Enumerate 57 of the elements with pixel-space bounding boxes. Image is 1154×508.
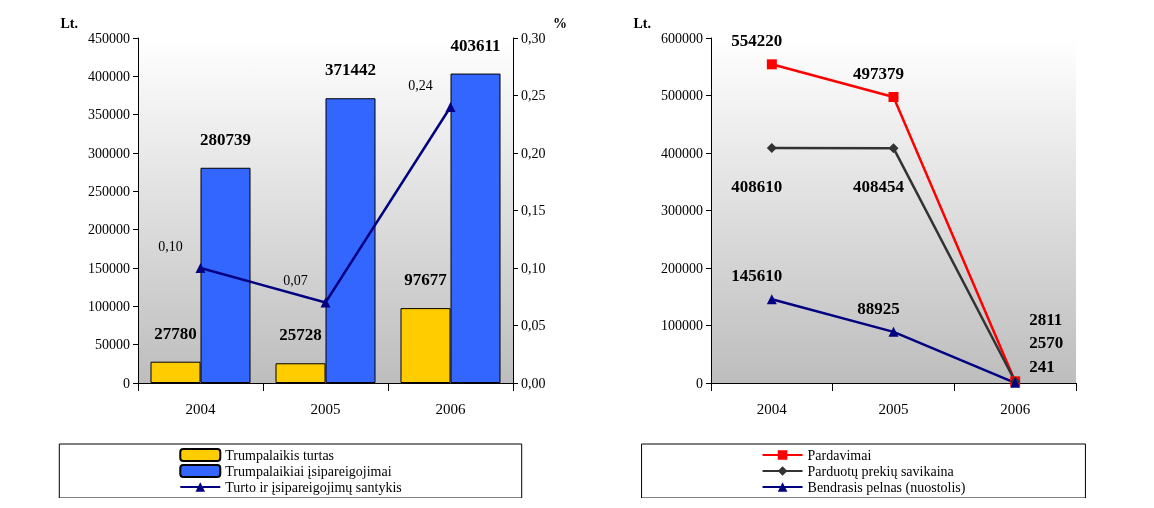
y2-tick-label: 0,10 [521, 260, 546, 276]
y2-tick-label: 0,15 [521, 203, 546, 218]
data-label: 0,07 [283, 273, 308, 288]
y2-tick-label: 0,25 [521, 88, 546, 103]
y-tick-label: 250000 [88, 183, 130, 199]
data-label: 403611 [450, 35, 501, 55]
y-tick-label: 0 [123, 375, 130, 391]
y-tick-label: 400000 [88, 68, 130, 84]
legend-label: Bendrasis pelnas (nuostolis) [807, 479, 966, 496]
data-label: 497379 [853, 64, 904, 84]
y2-tick-label: 0,00 [521, 375, 546, 391]
y-tick-label: 350000 [88, 107, 130, 123]
data-label: 2570 [1029, 333, 1064, 353]
data-label: 25728 [279, 325, 322, 345]
legend-label: Trumpalaikis turtas [225, 447, 335, 463]
x-tick-label: 2006 [1000, 400, 1031, 417]
y2-tick-label: 0,30 [521, 30, 546, 46]
data-label: 88925 [857, 298, 900, 318]
y-tick-label: 300000 [661, 203, 703, 218]
data-label: 0,10 [158, 238, 183, 254]
y-tick-label: 50000 [95, 337, 130, 353]
y-tick-label: 450000 [88, 30, 130, 46]
legend-label: Turto ir įsipareigojimų santykis [225, 479, 402, 495]
y2-axis-title: % [553, 15, 567, 31]
y-tick-label: 0 [696, 375, 703, 391]
y-tick-label: 600000 [661, 30, 703, 46]
y-axis-title: Lt. [60, 15, 78, 31]
data-label: 2811 [1029, 309, 1063, 329]
data-label: 280739 [200, 129, 251, 149]
y-tick-label: 400000 [661, 145, 703, 161]
legend-label: Parduotų prekių savikaina [807, 463, 955, 479]
x-tick-label: 2005 [878, 400, 909, 417]
x-tick-label: 2004 [756, 400, 788, 417]
x-tick-label: 2004 [185, 400, 216, 417]
legend-label: Pardavimai [807, 447, 872, 463]
legend-label: Trumpalaikiai įsipareigojimai [225, 463, 392, 479]
y-tick-label: 500000 [661, 88, 703, 103]
y-tick-label: 300000 [88, 145, 130, 161]
y-tick-label: 100000 [661, 318, 703, 333]
data-label: 554220 [731, 31, 783, 51]
data-label: 27780 [154, 323, 197, 343]
x-tick-label: 2005 [310, 400, 341, 417]
y2-tick-label: 0,05 [521, 318, 546, 333]
y-tick-label: 150000 [88, 260, 130, 276]
data-label: 408454 [853, 177, 905, 197]
y-tick-label: 200000 [88, 222, 130, 238]
data-label: 0,24 [408, 77, 433, 93]
y-tick-label: 100000 [88, 298, 130, 314]
data-label: 241 [1029, 357, 1055, 377]
data-label: 145610 [731, 266, 783, 286]
x-tick-label: 2006 [435, 400, 466, 417]
data-label: 97677 [404, 270, 448, 290]
y-tick-label: 200000 [661, 260, 703, 276]
data-label: 408610 [731, 177, 783, 197]
y2-tick-label: 0,20 [521, 145, 546, 161]
data-label: 371442 [325, 60, 376, 80]
y-axis-title: Lt. [633, 15, 651, 31]
